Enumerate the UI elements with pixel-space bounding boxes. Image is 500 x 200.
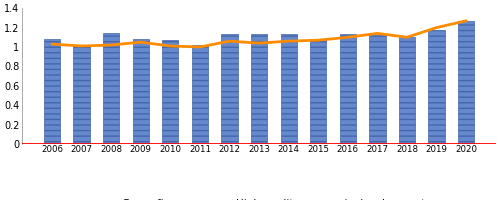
- Bar: [74, 45, 90, 144]
- Bar: [44, 39, 60, 144]
- Bar: [132, 39, 149, 144]
- Bar: [399, 37, 415, 144]
- Bar: [310, 39, 326, 144]
- Bar: [370, 35, 386, 144]
- Bar: [340, 34, 356, 144]
- Legend: Green finance, High-quality economic development: Green finance, High-quality economic dev…: [89, 195, 429, 200]
- Bar: [428, 30, 444, 144]
- Bar: [458, 21, 474, 144]
- Bar: [162, 40, 178, 144]
- Bar: [103, 33, 120, 144]
- Bar: [251, 34, 267, 144]
- Bar: [280, 34, 297, 144]
- Bar: [192, 45, 208, 144]
- Bar: [222, 34, 238, 144]
